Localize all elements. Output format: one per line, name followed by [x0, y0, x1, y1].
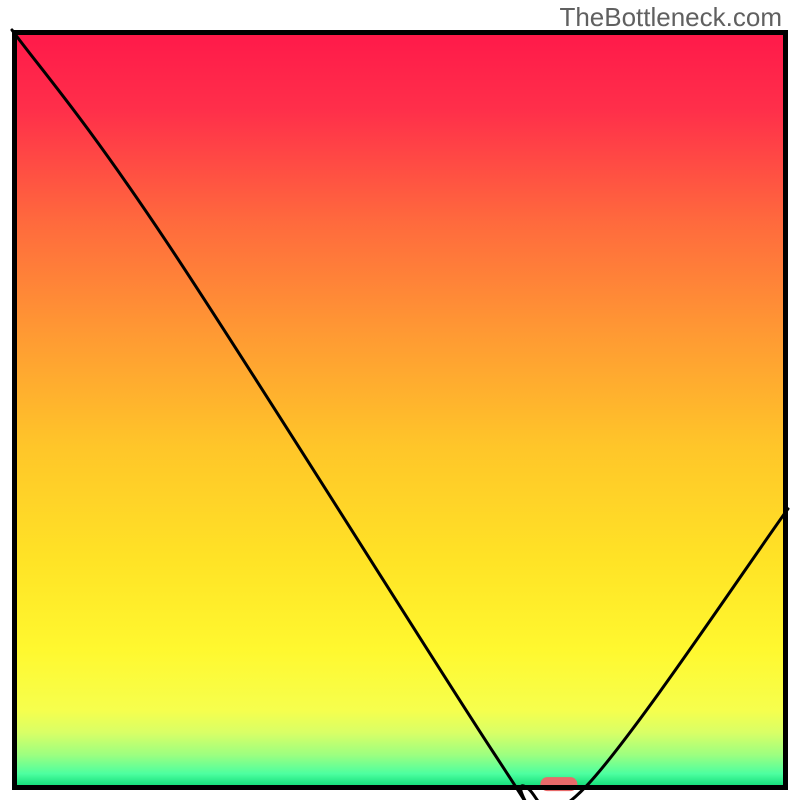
optimum-marker [540, 777, 577, 791]
watermark-text: TheBottleneck.com [559, 2, 782, 33]
bottleneck-curve [12, 30, 788, 790]
chart-container [12, 30, 788, 790]
